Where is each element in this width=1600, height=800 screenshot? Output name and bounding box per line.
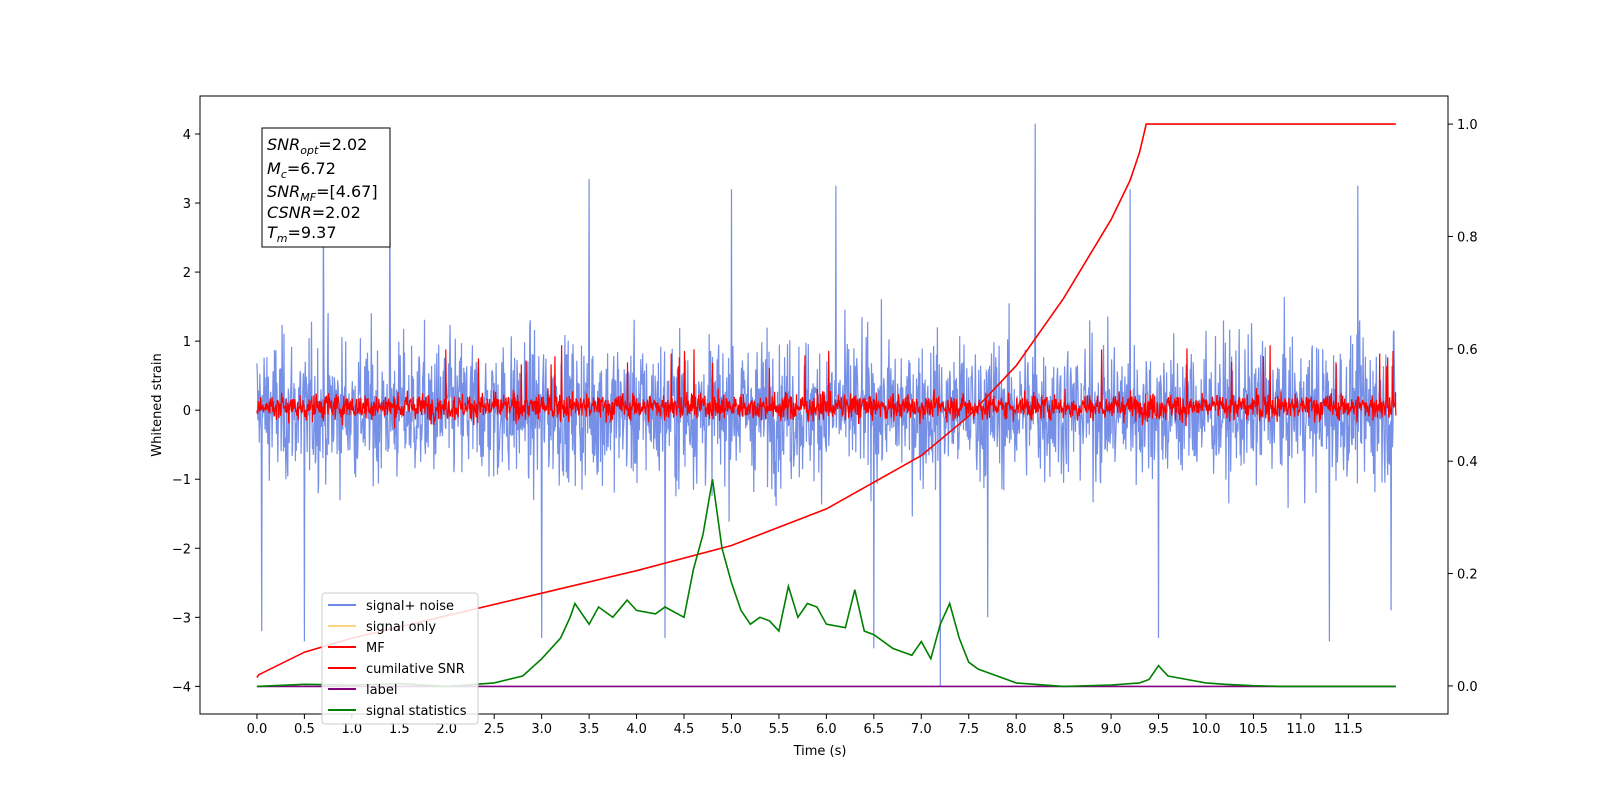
y2-tick-label: 0.2 — [1457, 568, 1478, 583]
y-axis-right: 1.0 0.8 0.6 0.4 0.2 0.0 — [1448, 118, 1478, 695]
x-tick-label: 5.0 — [721, 722, 742, 737]
y-tick-label: 0 — [183, 404, 191, 419]
legend-frame — [321, 592, 479, 725]
x-tick-label: 6.0 — [816, 722, 837, 737]
y-tick-label: 3 — [183, 197, 191, 212]
x-tick-label: 1.5 — [389, 722, 410, 737]
x-tick-label: 11.5 — [1334, 722, 1363, 737]
y-tick-label: −1 — [172, 473, 191, 488]
x-tick-label: 9.0 — [1101, 722, 1122, 737]
y-tick-label: 1 — [183, 335, 191, 350]
stat-snr-mf: SNRMF=[4.67] — [267, 182, 378, 204]
x-tick-label: 8.5 — [1053, 722, 1074, 737]
y-axis-label: Whitened strain — [150, 353, 165, 456]
x-tick-label: 11.0 — [1286, 722, 1315, 737]
x-tick-label: 2.5 — [484, 722, 505, 737]
x-tick-label: 5.5 — [769, 722, 790, 737]
stat-mc-subscript: c — [281, 168, 287, 181]
stat-snr-opt-value: =2.02 — [318, 135, 367, 154]
y2-tick-label: 0.4 — [1457, 455, 1478, 470]
series-line-signal-statistics — [256, 479, 1396, 688]
x-tick-label: 9.5 — [1148, 722, 1169, 737]
x-axis: 0.0 0.5 1.0 1.5 2.0 2.5 3.0 3.5 4.0 4.5 5.0 5.5 6.0 6… — [247, 714, 1363, 737]
x-tick-label: 4.5 — [674, 722, 695, 737]
legend-entry-label: MF — [366, 641, 385, 656]
x-tick-label: 8.0 — [1006, 722, 1027, 737]
x-tick-label: 7.5 — [958, 722, 979, 737]
stat-snr-opt: SNRopt=2.02 — [267, 135, 367, 157]
y-axis-left: 4 3 2 1 0 −1 −2 −3 −4 — [172, 128, 200, 695]
x-tick-label: 2.0 — [436, 722, 457, 737]
stat-snr-opt-subscript: opt — [300, 144, 319, 157]
x-tick-label: 3.0 — [531, 722, 552, 737]
stat-snr-mf-symbol: SNR — [267, 182, 300, 201]
x-tick-label: 1.0 — [342, 722, 363, 737]
x-tick-label: 3.5 — [579, 722, 600, 737]
x-tick-label: 10.5 — [1239, 722, 1268, 737]
legend-entry-label: signal statistics — [366, 704, 467, 719]
stat-tm-symbol: T — [267, 223, 278, 242]
legend-entry-label: label — [366, 683, 397, 698]
stat-tm-subscript: m — [277, 232, 288, 245]
stat-csnr-value: =2.02 — [312, 203, 361, 222]
stat-tm: Tm=9.37 — [267, 223, 337, 245]
x-tick-label: 6.5 — [863, 722, 884, 737]
series-line-mf — [256, 345, 1397, 429]
y2-tick-label: 0.6 — [1457, 343, 1478, 358]
stat-mc: Mc=6.72 — [267, 159, 336, 181]
stat-tm-value: =9.37 — [288, 223, 337, 242]
stat-mc-value: =6.72 — [287, 159, 336, 178]
stat-mc-symbol: M — [267, 159, 281, 178]
stat-csnr: CSNR=2.02 — [267, 203, 361, 222]
y-tick-label: 4 — [183, 128, 191, 143]
stats-box: SNRopt=2.02 Mc=6.72 SNRMF=[4.67] CSNR=2.… — [261, 127, 391, 248]
legend-items: signal+ noise signal only MF cumilative SNR… — [328, 599, 467, 719]
x-tick-label: 10.0 — [1192, 722, 1221, 737]
y-tick-label: −3 — [172, 611, 191, 626]
x-axis-label: Time (s) — [793, 744, 847, 759]
stat-csnr-symbol: CSNR — [267, 203, 312, 222]
legend-entry-label: cumilative SNR — [366, 662, 465, 677]
stat-snr-mf-subscript: MF — [300, 191, 316, 204]
legend-entry-label: signal+ noise — [366, 599, 454, 614]
stat-snr-mf-value: =[4.67] — [316, 182, 378, 201]
y-tick-label: −4 — [172, 680, 191, 695]
legend-entry-label: signal only — [366, 620, 436, 635]
y2-tick-label: 0.8 — [1457, 230, 1478, 245]
stats-box-frame — [261, 127, 391, 248]
stat-snr-opt-symbol: SNR — [267, 135, 300, 154]
x-tick-label: 4.0 — [626, 722, 647, 737]
x-tick-label: 0.5 — [294, 722, 315, 737]
y-tick-label: 2 — [183, 266, 191, 281]
x-tick-label: 0.0 — [247, 722, 268, 737]
y2-tick-label: 0.0 — [1457, 680, 1478, 695]
x-tick-label: 7.0 — [911, 722, 932, 737]
y-tick-label: −2 — [172, 542, 191, 557]
legend: signal+ noise signal only MF cumilative SNR… — [321, 592, 479, 725]
y2-tick-label: 1.0 — [1457, 118, 1478, 133]
plot-frame — [199, 95, 1449, 715]
